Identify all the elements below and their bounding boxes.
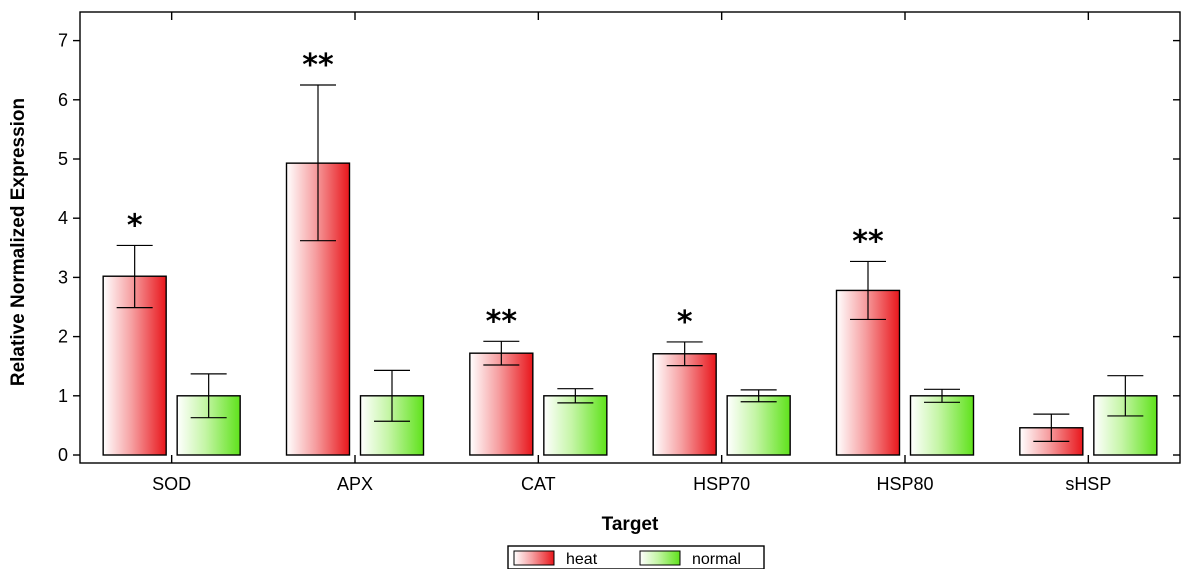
legend-swatch-normal [639,550,681,566]
legend-label-heat: heat [566,551,598,568]
bar-normal-cat [543,395,608,456]
y-tick-label: 5 [58,149,68,169]
y-axis-title: Relative Normalized Expression [8,98,29,386]
y-tick-label: 4 [58,208,68,228]
bars [102,162,1158,456]
bar-heat-hsp70 [652,353,717,456]
significance-markers: ***** *** [127,48,884,340]
y-tick-label: 1 [58,386,68,406]
x-tick-label: HSP80 [876,474,933,494]
plot-frame [79,11,1181,464]
bar-normal-hsp80 [909,395,975,456]
x-tick-label: SOD [152,474,191,494]
y-tick-label: 3 [58,267,68,287]
y-axis: 0 1 2 3 4 5 6 7 [58,31,1180,465]
x-axis-title: Target [602,514,659,535]
bar-normal-hsp70 [726,395,791,456]
x-tick-label: APX [337,474,373,494]
significance-marker: * [677,305,693,340]
significance-marker: ** [302,48,334,83]
x-tick-label: HSP70 [693,474,750,494]
legend-box [507,545,765,569]
x-axis: SOD APX CAT HSP70 HSP80 sHSP [152,12,1111,494]
legend-swatch-heat [513,550,555,566]
x-tick-label: CAT [521,474,556,494]
y-tick-label: 6 [58,90,68,110]
significance-marker: ** [486,304,518,339]
y-tick-label: 0 [58,445,68,465]
y-tick-label: 2 [58,327,68,347]
bar-heat-cat [469,352,534,456]
y-tick-label: 7 [58,31,68,51]
legend: heat normal [507,545,765,569]
x-tick-label: sHSP [1065,474,1111,494]
legend-label-normal: normal [692,551,741,568]
significance-marker: ** [852,224,884,259]
error-bars [116,84,1144,442]
significance-marker: * [127,208,143,243]
